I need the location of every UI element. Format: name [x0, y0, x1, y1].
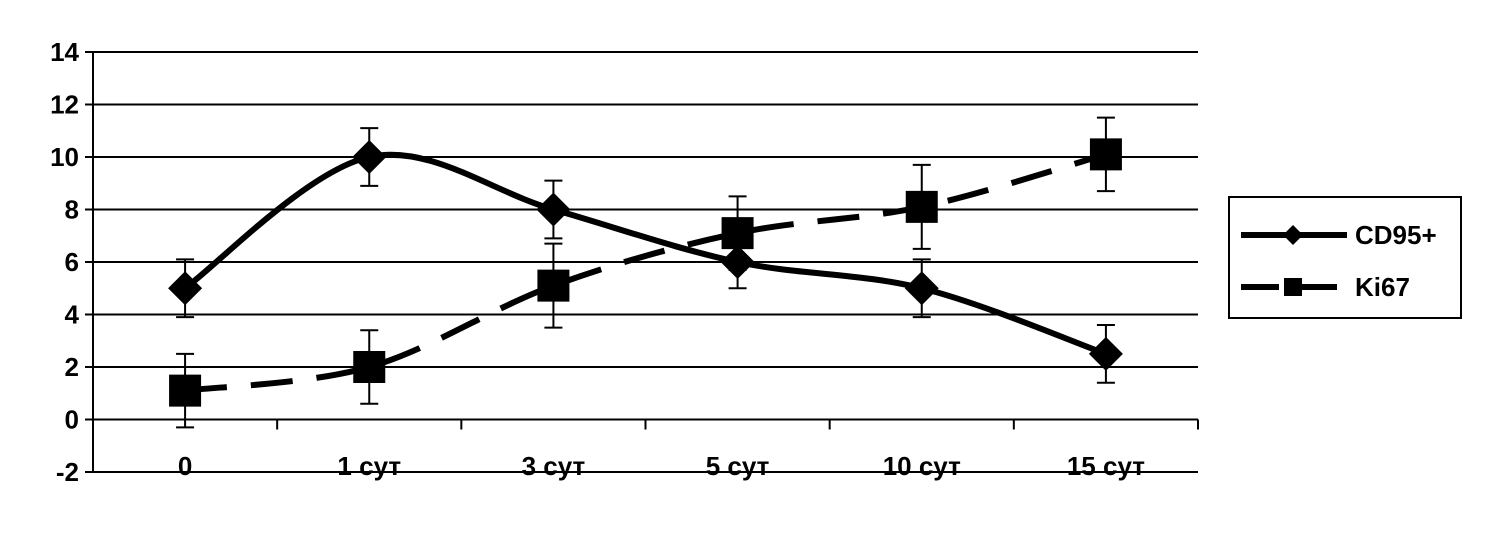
data-point — [168, 271, 203, 306]
legend-label: Ki67 — [1355, 272, 1410, 302]
x-tick-label: 3 сут — [522, 451, 586, 481]
y-tick-label: 12 — [50, 90, 79, 120]
series-cd95- — [168, 127, 1123, 384]
y-tick-label: 8 — [65, 195, 79, 225]
y-tick-label: 10 — [50, 142, 79, 172]
y-tick-label: 4 — [65, 300, 80, 330]
legend: CD95+ Ki67 — [1228, 196, 1462, 319]
x-tick-label: 0 — [178, 451, 192, 481]
legend-box — [1228, 196, 1462, 319]
legend-marker — [1283, 225, 1303, 245]
x-tick-label: 5 сут — [706, 451, 770, 481]
y-axis-ticks: -2 0 2 4 6 8 10 12 14 — [50, 37, 93, 487]
data-point — [904, 271, 939, 306]
data-point — [1088, 336, 1123, 371]
y-tick-label: 6 — [65, 247, 79, 277]
data-point — [536, 192, 571, 227]
y-tick-label: 2 — [65, 352, 79, 382]
legend-item: Ki67 — [1241, 272, 1410, 302]
y-tick-label: -2 — [56, 457, 79, 487]
x-tick-label: 1 сут — [337, 451, 401, 481]
y-tick-label: 0 — [65, 405, 79, 435]
series-line — [183, 151, 1107, 357]
series-line — [184, 151, 1107, 394]
x-tick-label: 10 сут — [883, 451, 961, 481]
series-ki67 — [169, 116, 1122, 429]
x-axis-ticks: 0 1 сут 3 сут 5 сут 10 сут 15 сут — [92, 419, 1199, 481]
series-group — [168, 116, 1123, 429]
x-tick-label: 15 сут — [1067, 451, 1145, 481]
legend-marker — [1284, 278, 1302, 296]
y-tick-label: 14 — [50, 37, 79, 67]
data-point — [905, 190, 938, 223]
data-point — [353, 351, 386, 383]
data-point — [1089, 138, 1122, 171]
data-point — [721, 217, 754, 250]
data-point — [352, 140, 387, 174]
data-point — [537, 269, 570, 302]
legend-label: CD95+ — [1355, 220, 1437, 250]
data-point — [169, 374, 202, 407]
legend-item: CD95+ — [1241, 220, 1437, 250]
